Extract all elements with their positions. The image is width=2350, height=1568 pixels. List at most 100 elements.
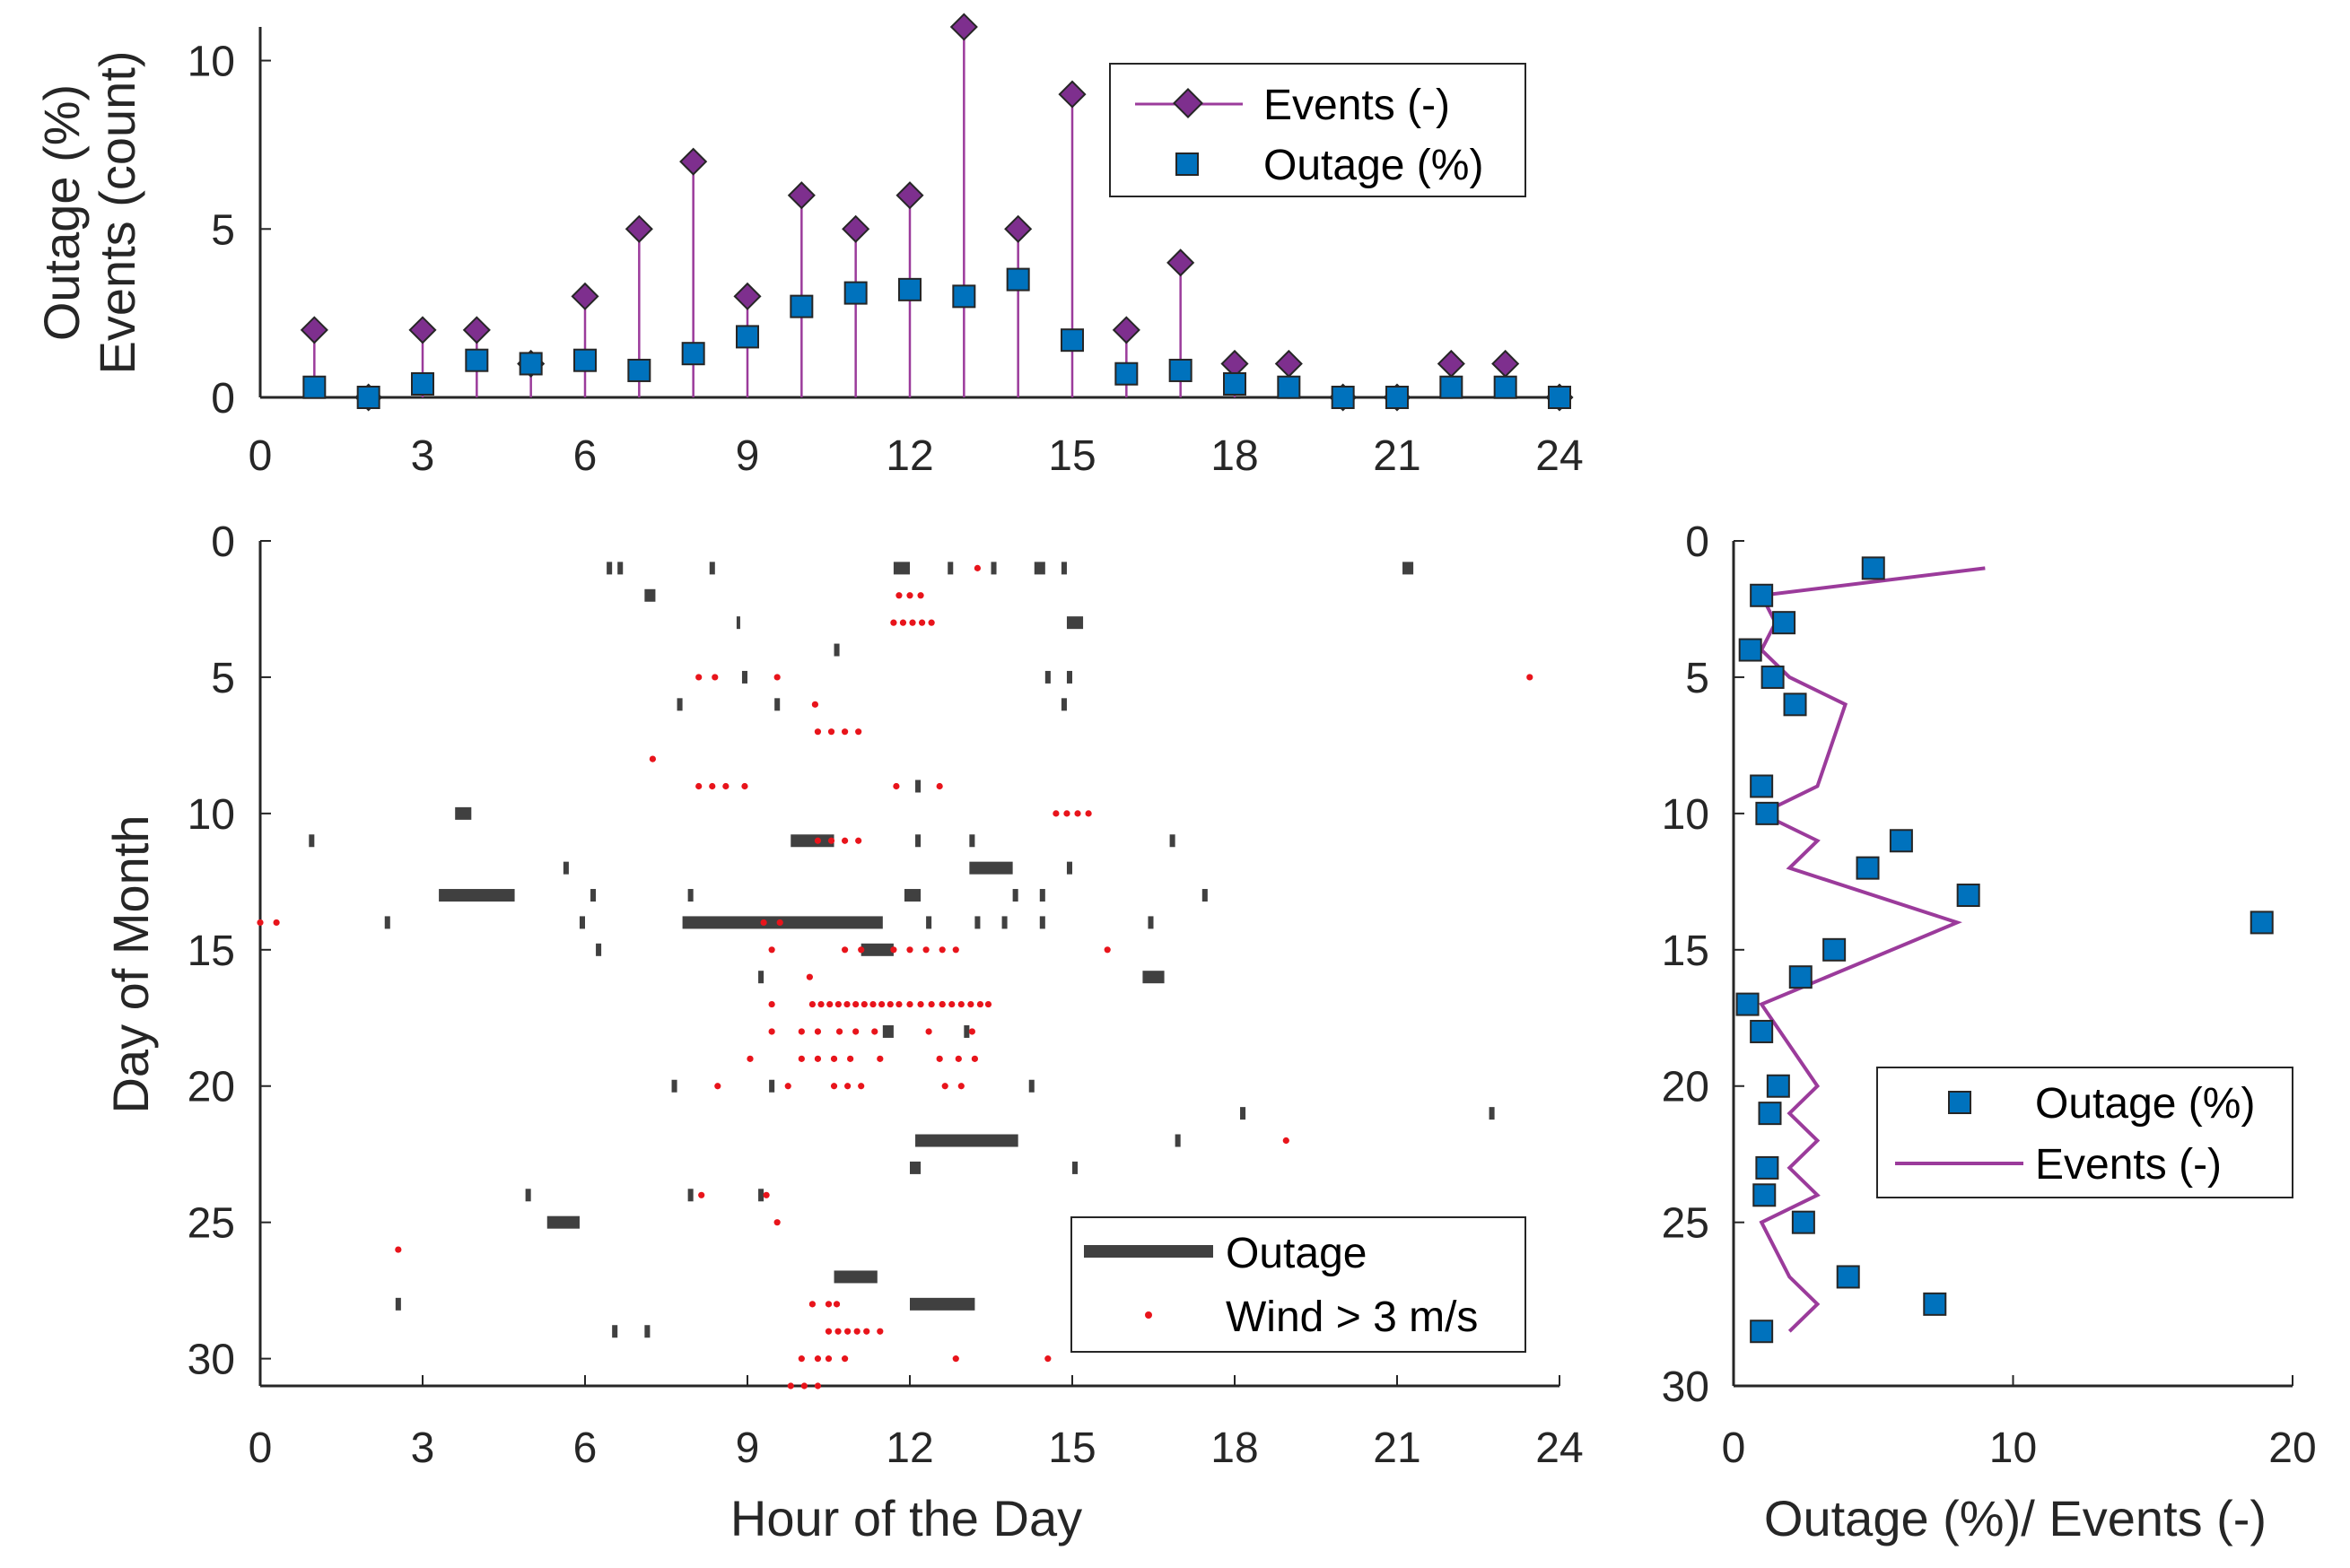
raster-wind-dot bbox=[1104, 946, 1111, 954]
raster-wind-dot bbox=[649, 755, 657, 762]
raster-outage-bar bbox=[969, 861, 1013, 875]
raster-y-tick-label: 5 bbox=[211, 655, 235, 702]
raster-outage-bar bbox=[948, 562, 954, 575]
raster-wind-dot bbox=[273, 919, 280, 927]
hourly-event-diamond bbox=[408, 316, 437, 344]
raster-outage-bar bbox=[1489, 1107, 1495, 1120]
hourly-outage-square bbox=[1061, 328, 1084, 353]
raster-outage-bar bbox=[1066, 670, 1072, 684]
raster-outage-bar bbox=[791, 834, 834, 848]
summary-outage-square bbox=[1735, 992, 1760, 1016]
summary-y-ticks: 0 5 10 15 20 25 30 bbox=[1662, 518, 1744, 1411]
hourly-x-tick-label: 6 bbox=[573, 432, 598, 480]
raster-outage-bar bbox=[1201, 889, 1208, 902]
summary-outage-square bbox=[1861, 556, 1885, 580]
raster-wind-dot bbox=[941, 1083, 948, 1090]
raster-wind-dot bbox=[784, 1083, 791, 1090]
hourly-outage-square bbox=[736, 325, 759, 349]
raster-wind-dot bbox=[893, 782, 900, 790]
raster-wind-dot bbox=[939, 1000, 946, 1008]
raster-wind-dot bbox=[814, 1382, 822, 1389]
hourly-panel: 0 3 6 9 12 15 18 21 24 0 5 10 Outage (%) Events (c… bbox=[33, 13, 1584, 480]
raster-wind-dot bbox=[890, 946, 897, 954]
summary-outage-square bbox=[1758, 1102, 1782, 1126]
raster-wind-dot bbox=[1526, 674, 1533, 681]
hourly-outage-square bbox=[952, 284, 976, 309]
summary-outage-square bbox=[1956, 884, 1980, 908]
hourly-x-tick-label: 21 bbox=[1373, 432, 1420, 480]
summary-x-ticks: 0 10 20 bbox=[1722, 1375, 2317, 1472]
raster-outage-bar bbox=[563, 861, 569, 875]
raster-wind-dot bbox=[847, 1055, 854, 1062]
raster-wind-dot bbox=[971, 1055, 978, 1062]
raster-wind-dot bbox=[808, 1301, 817, 1308]
hourly-event-diamond bbox=[1437, 349, 1465, 379]
raster-x-tick-label: 12 bbox=[886, 1424, 933, 1472]
summary-outage-square bbox=[1791, 1210, 1815, 1234]
raster-outage-bar bbox=[758, 1189, 764, 1202]
raster-wind-dot bbox=[968, 1028, 975, 1035]
raster-outage-bar bbox=[1240, 1107, 1246, 1120]
summary-outage-square bbox=[1783, 693, 1807, 717]
hourly-ylabel-line1: Outage (%) bbox=[33, 84, 90, 341]
raster-wind-dot bbox=[827, 837, 835, 844]
raster-outage-bar bbox=[309, 834, 315, 848]
raster-legend: Outage Wind > 3 m/s bbox=[1070, 1216, 1526, 1353]
raster-wind-dot bbox=[800, 1382, 808, 1389]
summary-outage-square bbox=[1772, 611, 1796, 635]
raster-wind-dot bbox=[806, 973, 813, 980]
raster-wind-dot bbox=[811, 701, 819, 708]
legend-events-diamond bbox=[1173, 88, 1203, 118]
summary-outage-markers bbox=[1735, 556, 2274, 1344]
raster-wind-dot bbox=[863, 1328, 870, 1335]
raster-wind-dot bbox=[936, 782, 943, 790]
hourly-event-diamond bbox=[842, 214, 870, 243]
raster-wind-dot bbox=[1053, 810, 1060, 817]
raster-wind-dot bbox=[787, 1382, 794, 1389]
raster-wind-dot bbox=[906, 592, 913, 599]
raster-x-tick-label: 24 bbox=[1535, 1424, 1583, 1472]
hourly-outage-square bbox=[573, 348, 597, 372]
summary-outage-square bbox=[1856, 856, 1880, 880]
raster-y-tick-label: 25 bbox=[188, 1200, 235, 1248]
raster-wind-dot bbox=[747, 1055, 754, 1062]
raster-y-tick-label: 10 bbox=[188, 791, 235, 839]
raster-wind-dot bbox=[852, 1028, 860, 1035]
summary-x-tick-label: 20 bbox=[2268, 1424, 2316, 1472]
raster-outage-bar bbox=[991, 562, 997, 575]
summary-y-tick-label: 20 bbox=[1662, 1064, 1709, 1111]
summary-outage-square bbox=[1760, 665, 1785, 689]
hourly-x-tick-label: 15 bbox=[1048, 432, 1096, 480]
hourly-legend: Events (-) Outage (%) bbox=[1109, 63, 1526, 197]
raster-outage-bar bbox=[709, 562, 715, 575]
raster-outage-bar bbox=[834, 643, 840, 657]
raster-outage-bar bbox=[1034, 562, 1045, 575]
hourly-event-diamond bbox=[571, 282, 599, 310]
hourly-event-diamond bbox=[462, 316, 491, 344]
raster-outage-bar bbox=[741, 670, 747, 684]
raster-outage-bar bbox=[1066, 616, 1084, 630]
raster-y-tick-label: 30 bbox=[188, 1337, 235, 1384]
raster-outage-bar bbox=[910, 1297, 975, 1311]
hourly-event-diamond bbox=[949, 13, 978, 41]
raster-wind-dot bbox=[974, 564, 981, 571]
raster-outage-bar bbox=[915, 834, 922, 848]
raster-legend-wind: Wind > 3 m/s bbox=[1226, 1294, 1478, 1341]
raster-outage-bar bbox=[439, 889, 515, 902]
raster-legend-outage: Outage bbox=[1226, 1230, 1367, 1277]
hourly-outage-square bbox=[681, 342, 705, 366]
hourly-outage-square bbox=[411, 371, 434, 396]
raster-outage-bar bbox=[384, 916, 390, 929]
summary-outage-square bbox=[1750, 1019, 1774, 1043]
raster-outage-bar bbox=[1061, 562, 1067, 575]
hourly-legend-events: Events (-) bbox=[1263, 82, 1450, 129]
summary-outage-square bbox=[1923, 1292, 1947, 1316]
hourly-x-tick-label: 0 bbox=[249, 432, 273, 480]
hourly-outage-square bbox=[1223, 371, 1246, 396]
summary-x-tick-label: 10 bbox=[1989, 1424, 2037, 1472]
summary-outage-square bbox=[2250, 910, 2274, 935]
raster-wind-dot bbox=[834, 1000, 842, 1008]
raster-outage-bar bbox=[612, 1325, 618, 1338]
raster-wind-dot bbox=[1085, 810, 1092, 817]
raster-outage-bar bbox=[1044, 670, 1051, 684]
